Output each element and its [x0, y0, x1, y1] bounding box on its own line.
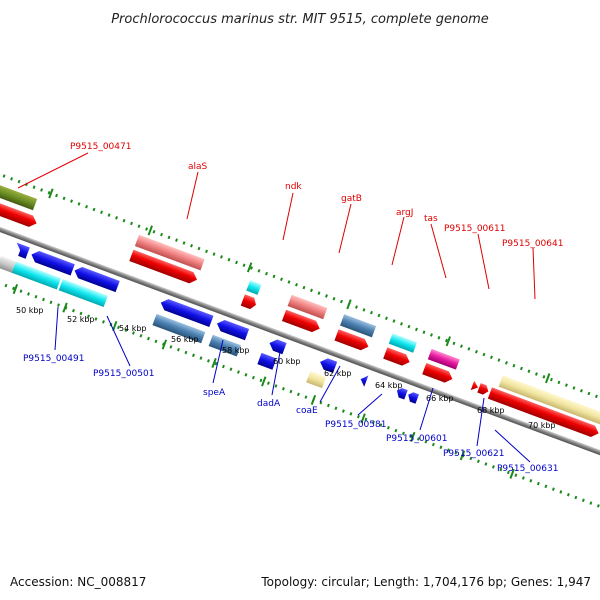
cds-feature-gatb[interactable]: [281, 309, 322, 334]
gene-label-p9515-00611[interactable]: P9515_00611: [444, 224, 505, 234]
cds-reverse-1[interactable]: [12, 242, 30, 259]
gene-label-ndk[interactable]: ndk: [285, 182, 302, 192]
tick-label: 60 kbp: [273, 357, 301, 366]
tick-label: 54 kbp: [119, 324, 147, 333]
tick-label: 52 kbp: [67, 315, 95, 324]
cds-reverse-dada[interactable]: [215, 318, 250, 341]
cds-reverse-p9515-00621[interactable]: [395, 387, 408, 400]
gene-label-p9515-00471[interactable]: P9515_00471: [70, 142, 131, 152]
forward-ticks: [48, 188, 551, 384]
cds-reverse-2[interactable]: [29, 249, 75, 276]
cds-feature-tas[interactable]: [383, 347, 412, 367]
gene-feature-p9515-00581[interactable]: [306, 371, 327, 389]
gene-label-tas[interactable]: tas: [424, 214, 438, 224]
gene-feature-dada[interactable]: [208, 334, 241, 357]
cds-reverse-p9515-00581[interactable]: [318, 356, 338, 374]
gene-label-p9515-00491[interactable]: P9515_00491: [23, 354, 84, 364]
forward-leader-lines: [17, 152, 536, 300]
cds-reverse-coae[interactable]: [267, 337, 287, 355]
tick-label: 68 kbp: [477, 406, 505, 415]
gene-label-p9515-00581[interactable]: P9515_00581: [325, 420, 386, 430]
gene-feature-coae[interactable]: [257, 352, 277, 370]
gene-feature-olive[interactable]: [0, 176, 38, 211]
cds-reverse-3[interactable]: [72, 265, 120, 293]
gene-feature-p9515-00611[interactable]: [427, 348, 460, 370]
genome-summary-text: Topology: circular; Length: 1,704,176 bp…: [260, 575, 591, 589]
cds-feature-small-2[interactable]: [477, 383, 490, 396]
accession-text: Accession: NC_008817: [10, 575, 146, 589]
cds-feature-ndk[interactable]: [240, 294, 258, 310]
reverse-ticks: [12, 284, 515, 479]
gene-label-p9515-00631[interactable]: P9515_00631: [497, 464, 558, 474]
gene-feature-alas[interactable]: [134, 234, 205, 271]
gene-feature-argj[interactable]: [340, 314, 377, 338]
gene-label-gatb[interactable]: gatB: [341, 194, 362, 204]
cds-feature-small[interactable]: [470, 380, 480, 392]
cds-feature-p9515-00611[interactable]: [422, 362, 454, 385]
gene-feature-grey[interactable]: [0, 255, 18, 274]
gene-label-dada[interactable]: dadA: [257, 399, 281, 409]
tick-label: 50 kbp: [16, 306, 44, 315]
gene-label-p9515-00501[interactable]: P9515_00501: [93, 369, 154, 379]
cds-feature-p9515-00641[interactable]: [487, 387, 600, 439]
cds-feature-alas[interactable]: [129, 249, 199, 286]
forward-guide-line: [0, 165, 600, 427]
gene-feature-p9515-00641[interactable]: [498, 375, 600, 425]
gene-label-p9515-00601[interactable]: P9515_00601: [386, 434, 447, 444]
gene-feature-p9515-00491[interactable]: [11, 261, 61, 290]
gene-feature-ndk[interactable]: [246, 280, 262, 295]
cds-reverse-spea[interactable]: [159, 297, 214, 328]
gene-label-argj[interactable]: argJ: [396, 208, 413, 218]
gene-feature-p9515-00501[interactable]: [58, 278, 108, 307]
gene-label-alas[interactable]: alaS: [188, 162, 208, 172]
gene-feature-spea[interactable]: [152, 313, 206, 344]
tick-label: 62 kbp: [324, 369, 352, 378]
gene-feature-gatb[interactable]: [287, 294, 328, 320]
gene-label-spea[interactable]: speA: [203, 388, 226, 398]
cds-reverse-p9515-00601[interactable]: [359, 373, 369, 387]
genome-backbone: [0, 213, 600, 476]
tick-label: 58 kbp: [222, 346, 250, 355]
tick-label: 64 kbp: [375, 381, 403, 390]
gene-feature-tas[interactable]: [388, 333, 417, 353]
gene-label-coae[interactable]: coaE: [296, 406, 318, 416]
gene-label-p9515-00621[interactable]: P9515_00621: [443, 449, 504, 459]
cds-reverse-p9515-00631[interactable]: [406, 391, 419, 404]
map-title: Prochlorococcus marinus str. MIT 9515, c…: [111, 12, 489, 27]
gene-label-p9515-00641[interactable]: P9515_00641: [502, 239, 563, 249]
cds-feature[interactable]: [0, 192, 39, 229]
tick-label: 70 kbp: [528, 421, 556, 430]
tick-label: 66 kbp: [426, 394, 454, 403]
genome-track: [0, 165, 600, 523]
reverse-leader-lines: [54, 306, 531, 463]
cds-feature-argj[interactable]: [334, 329, 370, 352]
reverse-guide-line: [0, 261, 600, 523]
tick-label: 56 kbp: [171, 335, 199, 344]
